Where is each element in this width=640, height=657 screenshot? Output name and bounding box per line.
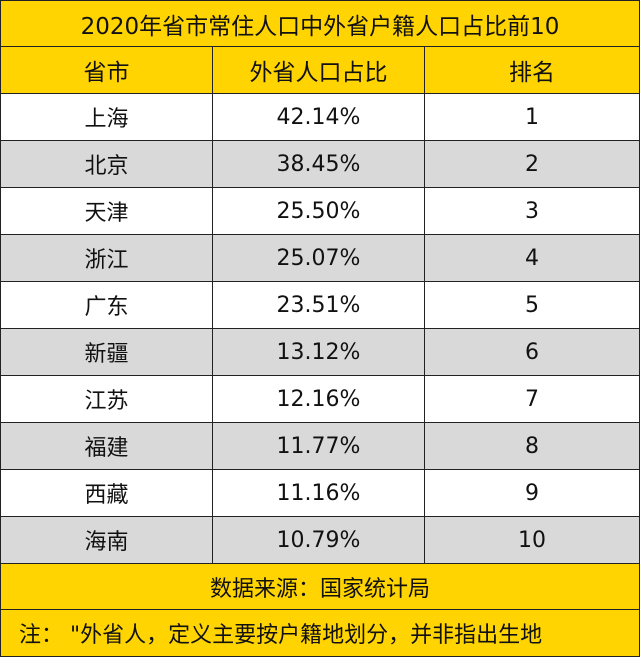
data-source: 数据来源：国家统计局	[209, 576, 430, 602]
rank-cell: 10	[518, 527, 546, 553]
title-row: 2020年省市常住人口中外省户籍人口占比前10	[1, 1, 639, 47]
rank-cell: 5	[525, 292, 539, 318]
province-cell: 江苏	[1, 376, 213, 422]
table-title: 2020年省市常住人口中外省户籍人口占比前10	[80, 13, 560, 40]
province-cell: 广东	[1, 282, 213, 328]
share-cell: 12.16%	[213, 376, 425, 422]
table-row: 福建 11.77% 8	[1, 423, 639, 470]
share-cell: 11.77%	[213, 423, 425, 469]
share-cell: 13.12%	[213, 329, 425, 375]
rank-cell: 7	[525, 386, 539, 412]
province-cell: 北京	[1, 141, 213, 187]
rank-cell: 9	[525, 480, 539, 506]
share-cell: 11.16%	[213, 470, 425, 516]
table-row: 海南 10.79% 10	[1, 517, 639, 564]
province-cell: 西藏	[1, 470, 213, 516]
table-row: 广东 23.51% 5	[1, 282, 639, 329]
share-cell: 25.07%	[213, 235, 425, 281]
share-cell: 10.79%	[213, 517, 425, 563]
table-row: 天津 25.50% 3	[1, 188, 639, 235]
rank-cell: 6	[525, 339, 539, 365]
share-cell: 38.45%	[213, 141, 425, 187]
source-row: 数据来源：国家统计局	[1, 564, 639, 610]
table-row: 北京 38.45% 2	[1, 141, 639, 188]
table-row: 江苏 12.16% 7	[1, 376, 639, 423]
footnote: 注： "外省人，定义主要按户籍地划分，并非指出生地	[19, 623, 543, 648]
note-row: 注： "外省人，定义主要按户籍地划分，并非指出生地	[1, 610, 639, 656]
column-header-rank: 排名	[509, 60, 555, 86]
province-cell: 新疆	[1, 329, 213, 375]
column-header-share: 外省人口占比	[213, 47, 425, 93]
province-cell: 福建	[1, 423, 213, 469]
table-row: 上海 42.14% 1	[1, 94, 639, 141]
share-cell: 42.14%	[213, 94, 425, 140]
province-cell: 天津	[1, 188, 213, 234]
table-row: 西藏 11.16% 9	[1, 470, 639, 517]
rank-cell: 8	[525, 433, 539, 459]
rank-cell: 3	[525, 198, 539, 224]
province-cell: 上海	[1, 94, 213, 140]
table-row: 浙江 25.07% 4	[1, 235, 639, 282]
share-cell: 23.51%	[213, 282, 425, 328]
rank-cell: 4	[525, 245, 539, 271]
header-row: 省市 外省人口占比 排名	[1, 47, 639, 94]
rank-cell: 2	[525, 151, 539, 177]
table-row: 新疆 13.12% 6	[1, 329, 639, 376]
province-cell: 浙江	[1, 235, 213, 281]
share-cell: 25.50%	[213, 188, 425, 234]
rank-cell: 1	[525, 104, 539, 130]
column-header-province: 省市	[1, 47, 213, 93]
province-cell: 海南	[1, 517, 213, 563]
